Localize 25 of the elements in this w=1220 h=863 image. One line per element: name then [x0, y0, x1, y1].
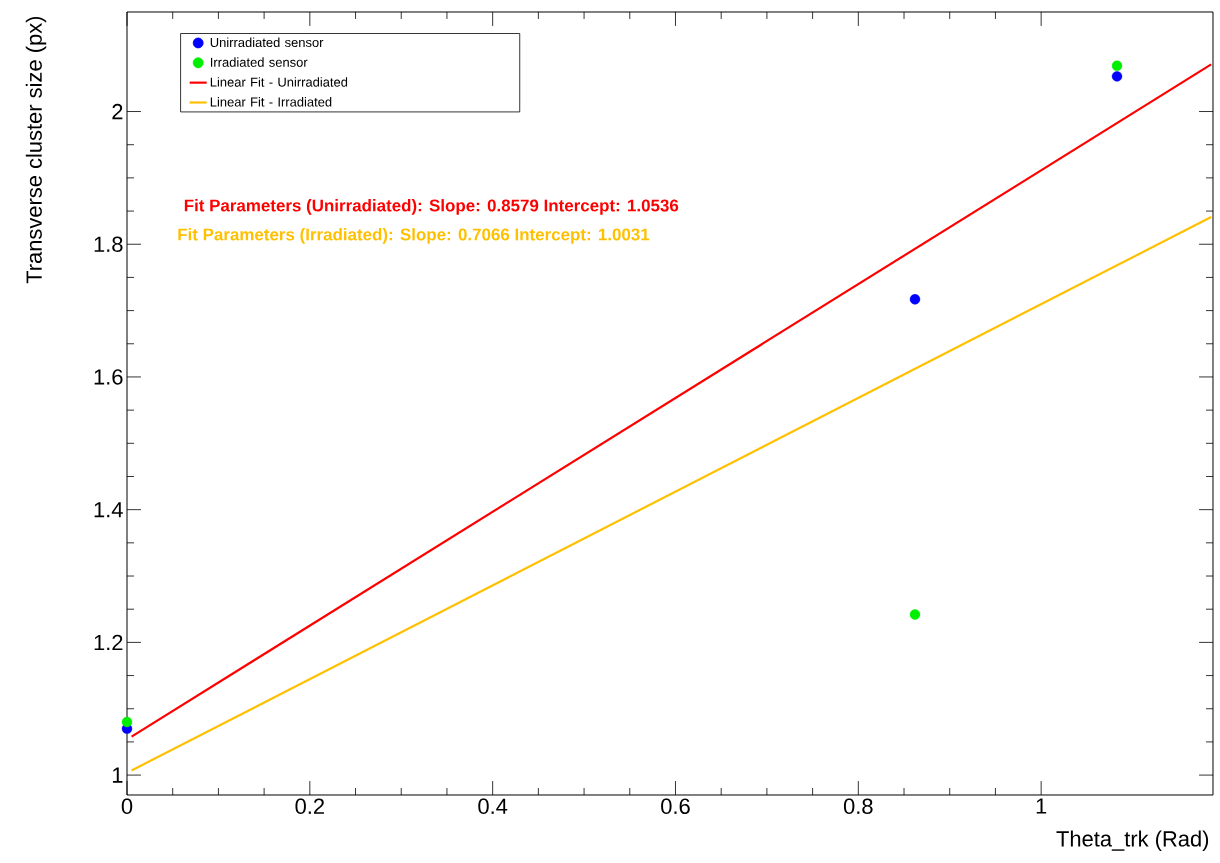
x-axis-title: Theta_trk (Rad) [1056, 830, 1209, 851]
x-tick-label: 0 [121, 798, 133, 815]
x-tick-label: 0.4 [478, 798, 508, 815]
legend-label: Irradiated sensor [210, 57, 308, 67]
x-tick-label: 0.6 [661, 798, 690, 815]
x-tick-label: 0.2 [295, 798, 324, 815]
x-tick-label: 0.8 [843, 798, 873, 815]
annotation: Fit Parameters (Unirradiated): Slope: 0.8579 Intercept: 1.0536 [184, 199, 679, 215]
legend-label: Linear Fit - Irradiated [210, 97, 332, 107]
y-tick-label: 1.6 [94, 369, 123, 385]
y-tick-label: 1.8 [94, 236, 123, 252]
y-tick-label: 1.2 [94, 634, 123, 651]
annotation: Fit Parameters (Irradiated): Slope: 0.7066 Intercept: 1.0031 [178, 228, 650, 244]
legend-label: Unirradiated sensor [210, 37, 324, 48]
legend-label: Linear Fit - Unirradiated [210, 77, 348, 87]
point [1111, 60, 1123, 71]
point [909, 609, 921, 620]
y-tick-label: 1 [112, 767, 123, 783]
y-tick-label: 1.4 [94, 502, 123, 518]
y-axis-title: Transverse cluster size (px) [25, 16, 47, 284]
x-tick-label: 1 [1036, 798, 1047, 814]
point [1111, 71, 1123, 82]
y-tick-label: 2 [112, 103, 123, 120]
point [121, 716, 133, 728]
point [909, 294, 921, 305]
